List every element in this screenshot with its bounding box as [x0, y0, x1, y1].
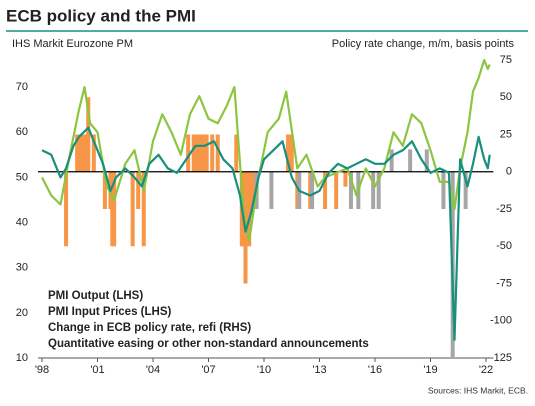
y-tick-label: 60 — [16, 126, 28, 138]
line — [41, 126, 491, 341]
bar — [78, 134, 83, 172]
y2-tick-label: -75 — [496, 277, 512, 289]
bar — [269, 171, 274, 209]
bar — [234, 134, 239, 172]
bar — [136, 171, 141, 209]
y-tick-label: 50 — [16, 171, 28, 183]
bar — [463, 171, 468, 209]
x-tick-label: '01 — [90, 364, 104, 376]
bar — [141, 171, 146, 247]
bar — [424, 149, 429, 172]
bar — [334, 171, 339, 209]
bar — [210, 134, 215, 172]
bar — [371, 171, 376, 209]
bar — [112, 171, 117, 247]
legend-entry: Change in ECB policy rate, refi (RHS) — [48, 322, 251, 334]
bar — [408, 149, 413, 172]
y2-tick-label: 25 — [500, 128, 512, 140]
bar — [91, 134, 96, 172]
y2-tick-label: -100 — [490, 315, 512, 327]
legend-entry: Quantitative easing or other non-standar… — [48, 338, 369, 350]
bar — [186, 134, 191, 172]
y-axis-label: IHS Markit Eurozone PM — [12, 38, 133, 50]
y-tick-label: 10 — [16, 352, 28, 364]
x-tick-label: '16 — [368, 364, 382, 376]
x-tick-label: '98 — [35, 364, 49, 376]
legend-entry: PMI Output (LHS) — [48, 290, 143, 302]
y2-tick-label: 75 — [500, 54, 512, 66]
y2-tick-label: -25 — [496, 203, 512, 215]
x-tick-label: '22 — [479, 364, 493, 376]
bar — [323, 171, 328, 209]
bar — [86, 97, 91, 172]
chart-title: ECB policy and the PMI — [6, 6, 196, 25]
y2-axis-label: Policy rate change, m/m, basis points — [332, 38, 515, 50]
bar — [204, 134, 209, 172]
bar — [310, 171, 315, 209]
bar — [215, 134, 220, 172]
source: Sources: IHS Markit, ECB. — [428, 385, 528, 395]
bar — [348, 171, 353, 209]
line — [41, 58, 491, 242]
y2-tick-label: -50 — [496, 240, 512, 252]
bar — [441, 171, 446, 209]
bar — [191, 134, 196, 172]
bar — [64, 171, 69, 247]
x-tick-label: '07 — [201, 364, 215, 376]
bar — [343, 171, 348, 187]
y-tick-label: 40 — [16, 216, 28, 228]
bar — [197, 134, 202, 172]
bar — [250, 171, 255, 209]
bar — [200, 134, 205, 172]
y2-tick-label: 0 — [506, 166, 512, 178]
y2-tick-label: 50 — [500, 91, 512, 103]
x-tick-label: '10 — [257, 364, 271, 376]
bar — [389, 149, 394, 172]
x-tick-label: '13 — [312, 364, 326, 376]
y-tick-label: 20 — [16, 307, 28, 319]
bar — [102, 171, 107, 209]
y2-tick-label: -125 — [490, 352, 512, 364]
bar — [82, 134, 87, 172]
bar — [289, 134, 294, 172]
y-tick-label: 70 — [16, 81, 28, 93]
y-tick-label: 30 — [16, 262, 28, 274]
bar — [376, 171, 381, 209]
x-tick-label: '19 — [423, 364, 437, 376]
x-tick-label: '04 — [146, 364, 160, 376]
bar — [75, 134, 80, 172]
legend-entry: PMI Input Prices (LHS) — [48, 306, 171, 318]
bar — [130, 171, 135, 247]
bar — [286, 134, 291, 172]
